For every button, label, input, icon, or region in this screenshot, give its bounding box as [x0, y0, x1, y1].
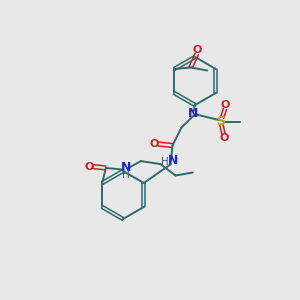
Text: O: O	[219, 133, 229, 143]
Text: N: N	[168, 154, 178, 167]
Text: O: O	[221, 100, 230, 110]
Text: O: O	[150, 139, 159, 149]
Text: N: N	[121, 160, 131, 174]
Text: O: O	[192, 45, 201, 56]
Text: H: H	[160, 157, 168, 167]
Text: O: O	[84, 161, 93, 172]
Text: S: S	[216, 115, 225, 128]
Text: N: N	[188, 107, 199, 120]
Text: H: H	[122, 170, 130, 180]
